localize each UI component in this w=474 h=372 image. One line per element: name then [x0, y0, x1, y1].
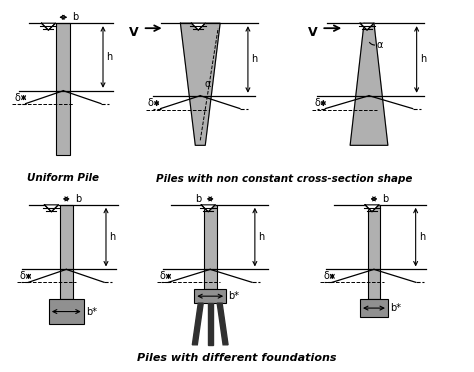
Text: δ: δ: [160, 271, 165, 281]
Polygon shape: [181, 23, 220, 145]
Text: b: b: [75, 194, 81, 204]
Text: h: h: [419, 232, 425, 242]
Text: h: h: [106, 52, 112, 62]
Text: h: h: [258, 232, 264, 242]
Polygon shape: [360, 23, 374, 30]
Text: Piles with non constant cross-section shape: Piles with non constant cross-section sh…: [156, 174, 413, 184]
Text: Uniform Pile: Uniform Pile: [27, 173, 100, 183]
Text: α: α: [204, 79, 210, 89]
Bar: [367, 205, 381, 299]
Text: δ: δ: [15, 93, 21, 103]
Text: δ: δ: [323, 271, 329, 281]
Polygon shape: [41, 23, 55, 30]
Text: b*: b*: [390, 303, 401, 313]
Bar: [56, 23, 70, 155]
Bar: [49, 299, 83, 324]
Polygon shape: [45, 205, 58, 212]
Text: h: h: [419, 54, 426, 64]
Polygon shape: [208, 303, 213, 345]
Bar: [204, 205, 217, 289]
Text: δ: δ: [314, 98, 320, 108]
Polygon shape: [365, 205, 379, 212]
Bar: [194, 289, 226, 303]
Polygon shape: [192, 303, 203, 345]
Text: h: h: [109, 232, 115, 242]
Text: b*: b*: [86, 307, 97, 317]
Text: α: α: [377, 40, 383, 50]
Text: b: b: [383, 194, 389, 204]
Polygon shape: [217, 303, 228, 345]
Text: b: b: [72, 12, 79, 22]
Bar: [60, 205, 73, 299]
Text: δ: δ: [20, 271, 26, 281]
Polygon shape: [201, 205, 215, 212]
Text: V: V: [308, 26, 318, 39]
Text: b: b: [195, 194, 202, 204]
Bar: [360, 299, 388, 317]
Text: V: V: [129, 26, 139, 39]
Text: δ: δ: [148, 98, 154, 108]
Text: Piles with different foundations: Piles with different foundations: [137, 353, 337, 363]
Text: h: h: [251, 54, 257, 64]
Polygon shape: [350, 23, 388, 145]
Polygon shape: [191, 23, 205, 30]
Text: b*: b*: [228, 291, 239, 301]
